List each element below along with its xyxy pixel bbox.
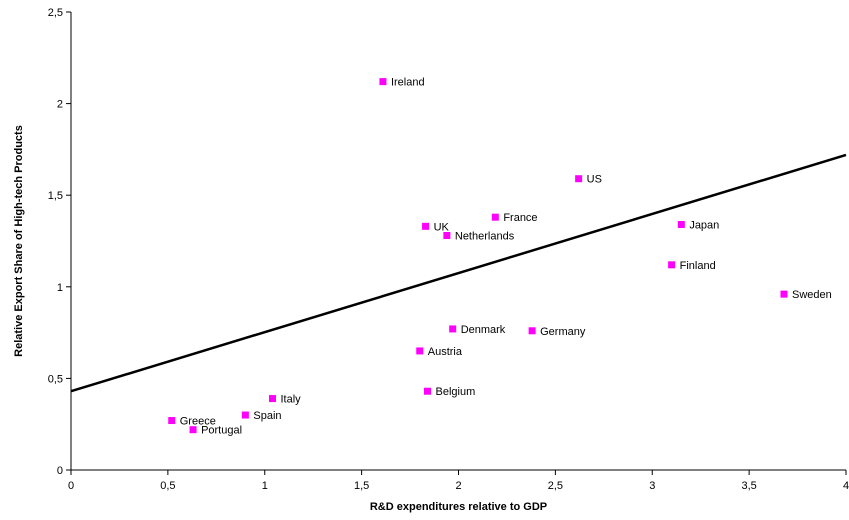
data-point <box>422 222 430 230</box>
x-tick-label: 2 <box>455 480 461 492</box>
data-point <box>416 347 424 355</box>
data-point <box>379 78 387 86</box>
point-label: Japan <box>689 220 719 232</box>
data-point <box>668 261 676 269</box>
point-label: Spain <box>253 410 281 422</box>
data-point <box>528 327 536 335</box>
point-label: Portugal <box>201 425 242 437</box>
x-tick-label: 3,5 <box>741 480 756 492</box>
x-tick-label: 0 <box>68 480 74 492</box>
x-tick-label: 0,5 <box>160 480 175 492</box>
y-tick-label: 0 <box>57 465 63 477</box>
point-label: Italy <box>281 394 302 406</box>
data-point <box>575 175 583 183</box>
point-label: Austria <box>428 346 463 358</box>
y-tick-label: 1,5 <box>48 190 63 202</box>
y-axis-title: Relative Export Share of High-tech Produ… <box>13 125 25 357</box>
x-tick-label: 3 <box>649 480 655 492</box>
point-label: Denmark <box>461 324 506 336</box>
x-axis-title: R&D expenditures relative to GDP <box>370 501 547 513</box>
x-tick-label: 1 <box>262 480 268 492</box>
point-label: Finland <box>680 260 716 272</box>
y-tick-label: 0,5 <box>48 373 63 385</box>
x-tick-label: 2,5 <box>548 480 563 492</box>
data-points: Ireland US UK France Netherlands Japan Finland… <box>168 77 832 437</box>
data-point <box>241 411 249 419</box>
data-point <box>443 232 451 240</box>
point-label: Belgium <box>436 386 476 398</box>
y-axis-ticks: 0 0,5 1 1,5 2 2,5 <box>48 7 71 477</box>
trendline <box>70 153 847 393</box>
y-tick-label: 2 <box>57 99 63 111</box>
data-point <box>780 290 788 298</box>
data-point <box>424 387 431 395</box>
x-tick-label: 4 <box>843 480 849 492</box>
data-point <box>677 221 685 229</box>
data-point <box>189 426 197 434</box>
data-point <box>269 395 276 403</box>
point-label: France <box>503 212 537 224</box>
data-point <box>491 213 499 221</box>
x-axis-ticks: 0 0,5 1 1,5 2 2,5 3 3,5 4 <box>68 470 849 492</box>
y-tick-label: 2,5 <box>48 7 63 19</box>
point-label: Germany <box>540 326 586 338</box>
point-label: Ireland <box>391 77 425 89</box>
data-point <box>449 325 457 333</box>
point-label: UK <box>434 221 450 233</box>
point-label: Sweden <box>792 289 832 301</box>
point-label: Netherlands <box>455 231 515 243</box>
point-label: US <box>587 174 602 186</box>
point-label: Greece <box>180 416 216 428</box>
data-point <box>168 417 176 425</box>
y-tick-label: 1 <box>57 282 63 294</box>
x-tick-label: 1,5 <box>354 480 369 492</box>
